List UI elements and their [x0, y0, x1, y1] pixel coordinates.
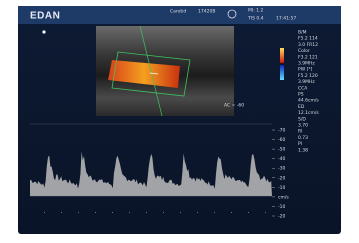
- parameter: B/M: [298, 30, 307, 36]
- time-tick: [61, 212, 62, 213]
- parameter: PI: [298, 141, 302, 147]
- parameter: 0.73: [298, 135, 308, 141]
- time-tick: [163, 212, 164, 213]
- scale-label: -10: [278, 185, 285, 191]
- scale-label: -70: [278, 128, 285, 134]
- tis: TIS 0.4: [247, 16, 264, 22]
- time-tick: [197, 212, 198, 213]
- scale-label: -50: [278, 147, 285, 153]
- time-tick: [231, 212, 232, 213]
- parameter: RI: [298, 129, 302, 135]
- parameter: PW [*]: [298, 67, 313, 73]
- scale-label: cm/s: [278, 194, 289, 200]
- scale-label: -40: [278, 156, 285, 162]
- parameter: 3.70: [298, 123, 308, 129]
- logo: EDAN: [30, 11, 60, 22]
- ultrasound-screen: EDAN Carotid 17420B MI: 1.2 TIS 0.4 17:4…: [0, 0, 359, 243]
- color-bar: [280, 48, 284, 80]
- parameter: ED: [298, 104, 305, 110]
- parameter: S/D: [298, 116, 306, 122]
- patient-id: 17420B: [198, 9, 215, 15]
- time-tick: [248, 212, 249, 213]
- mi: MI: 1.2: [248, 8, 263, 14]
- time-tick: [265, 212, 266, 213]
- time-tick: [112, 212, 113, 213]
- parameter: F5.2 114: [298, 36, 318, 42]
- scale-label: -10: [278, 204, 285, 210]
- parameter: Color: [298, 48, 310, 54]
- exam: Carotid: [170, 9, 186, 15]
- parameter: 12.1cm/s: [298, 110, 319, 116]
- page: {"header": {"logo": "EDAN", "exam": "Car…: [0, 0, 359, 243]
- parameter: 1.38: [298, 147, 308, 153]
- parameter: PS: [298, 92, 304, 98]
- parameter: CCA: [298, 85, 308, 91]
- parameter: 3.0 FR12: [298, 42, 318, 48]
- scale-label: -20: [278, 214, 285, 220]
- marker: [42, 30, 45, 33]
- time-tick: [129, 212, 130, 213]
- parameter: F5.2 120: [298, 73, 318, 79]
- time-tick: [95, 212, 96, 213]
- parameter: 3.9MHz: [298, 79, 315, 85]
- parameter: 44.6cm/s: [298, 98, 319, 104]
- scale-label: -60: [278, 137, 285, 143]
- scale-label: -30: [278, 166, 285, 172]
- scale-label: -20: [278, 175, 285, 181]
- time: 17:41:57: [276, 16, 296, 22]
- parameter: F3.2 121: [298, 54, 318, 60]
- time-tick: [214, 212, 215, 213]
- time-tick: [44, 212, 45, 213]
- parameter: 3.9MHz: [298, 61, 315, 67]
- angle: AC = -60: [224, 103, 244, 109]
- time-tick: [78, 212, 79, 213]
- time-tick: [146, 212, 147, 213]
- time-tick: [180, 212, 181, 213]
